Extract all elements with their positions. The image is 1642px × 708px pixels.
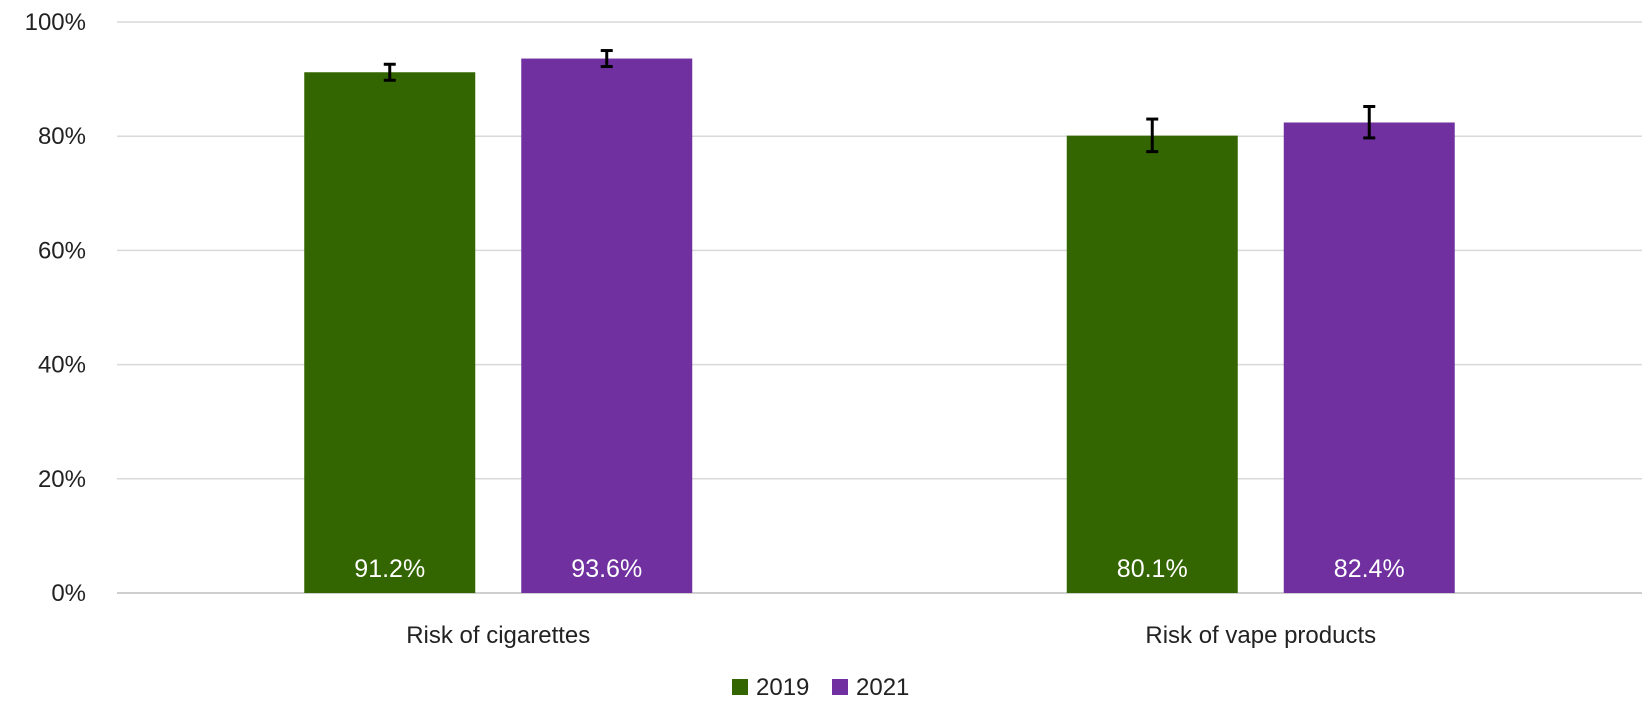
y-tick-label: 80% [38, 123, 86, 150]
data-label: 80.1% [1117, 555, 1188, 583]
error-bar [1363, 105, 1376, 140]
y-tick-label: 0% [51, 580, 86, 607]
bar-2019-2 [1066, 135, 1238, 593]
y-tick-label: 20% [38, 466, 86, 493]
legend-swatch [832, 679, 848, 695]
x-category-label: Risk of vape products [1145, 622, 1376, 649]
error-bars [383, 49, 1376, 154]
y-tick-label: 100% [25, 9, 86, 36]
y-axis-ticks: 0% 20% 40% 60% 80% 100% [25, 9, 86, 607]
x-axis-categories: Risk of cigarettes Risk of vape products [406, 622, 1376, 649]
legend-label: 2021 [856, 674, 909, 701]
error-bar [383, 62, 396, 82]
bar-2019-1 [304, 72, 476, 594]
legend-item-2021: 2021 [832, 674, 909, 701]
error-bar [600, 49, 613, 69]
bar-2021-2 [1283, 122, 1455, 593]
y-tick-label: 60% [38, 237, 86, 264]
y-tick-label: 40% [38, 352, 86, 379]
data-label: 91.2% [354, 555, 425, 583]
legend-item-2019: 2019 [732, 674, 809, 701]
bar-2021-1 [521, 58, 693, 593]
bars [304, 58, 1455, 594]
legend-swatch [732, 679, 748, 695]
x-category-label: Risk of cigarettes [406, 622, 590, 649]
legend-label: 2019 [756, 674, 809, 701]
data-label: 82.4% [1334, 555, 1405, 583]
data-labels: 91.2% 93.6% 80.1% 82.4% [354, 555, 1404, 583]
legend: 2019 2021 [732, 674, 909, 701]
error-bar [1146, 117, 1159, 154]
data-label: 93.6% [571, 555, 642, 583]
